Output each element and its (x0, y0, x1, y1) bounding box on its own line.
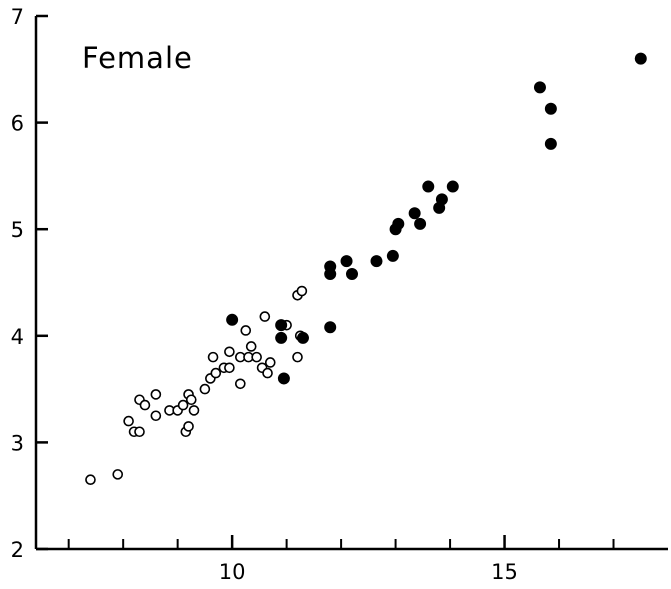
open-data-point (85, 474, 96, 486)
open-data-point (177, 399, 189, 411)
axes (34, 16, 668, 551)
y-tick-label: 4 (11, 325, 24, 349)
filled-data-point (544, 102, 557, 115)
filled-data-point (392, 217, 405, 230)
open-data-point (224, 362, 235, 374)
open-data-point (259, 311, 271, 322)
filled-data-point (408, 207, 421, 220)
y-tick-label: 2 (11, 538, 24, 562)
open-data-point (139, 399, 151, 411)
data-points (85, 52, 647, 486)
open-data-point (264, 357, 276, 368)
open-data-point (188, 405, 200, 416)
open-data-point (235, 378, 246, 390)
filled-data-point (386, 249, 399, 262)
open-data-point (199, 383, 211, 395)
filled-data-point (324, 260, 337, 273)
open-data-point (185, 394, 197, 406)
open-data-point (251, 351, 262, 363)
open-data-point (224, 346, 235, 358)
chart-title: Female (82, 41, 193, 75)
filled-data-point (296, 331, 309, 344)
filled-data-point (346, 267, 358, 280)
open-data-point (296, 285, 308, 297)
y-tick-label: 3 (11, 431, 24, 455)
filled-data-point (533, 81, 546, 94)
filled-data-point (324, 321, 337, 334)
filled-data-point (634, 52, 647, 65)
filled-data-point (370, 255, 383, 268)
ticks (36, 14, 615, 551)
filled-data-point (277, 372, 290, 385)
open-data-point (134, 426, 145, 438)
filled-data-point (435, 193, 448, 206)
filled-data-point (275, 319, 288, 332)
filled-data-point (422, 180, 435, 193)
x-tick-label: 15 (491, 560, 518, 584)
filled-data-point (414, 217, 427, 230)
filled-data-point (340, 255, 353, 268)
open-data-point (123, 415, 134, 427)
x-tick-label: 10 (219, 560, 246, 584)
open-data-point (112, 469, 124, 480)
y-tick-label: 6 (11, 112, 24, 136)
y-tick-label: 7 (11, 5, 24, 29)
filled-data-point (446, 180, 459, 193)
open-data-point (262, 367, 273, 379)
tick-labels: 2 3 4 5 6 7 10 15 (11, 5, 518, 584)
filled-data-point (226, 313, 239, 326)
open-data-point (207, 351, 219, 363)
open-data-point (240, 325, 252, 336)
open-data-point (292, 351, 303, 363)
filled-data-point (544, 137, 557, 150)
open-data-point (150, 410, 162, 422)
open-data-point (183, 421, 194, 432)
open-data-point (245, 341, 257, 352)
filled-data-point (275, 331, 288, 344)
y-tick-label: 5 (11, 218, 24, 242)
open-data-point (150, 389, 162, 400)
open-data-point (210, 367, 222, 379)
